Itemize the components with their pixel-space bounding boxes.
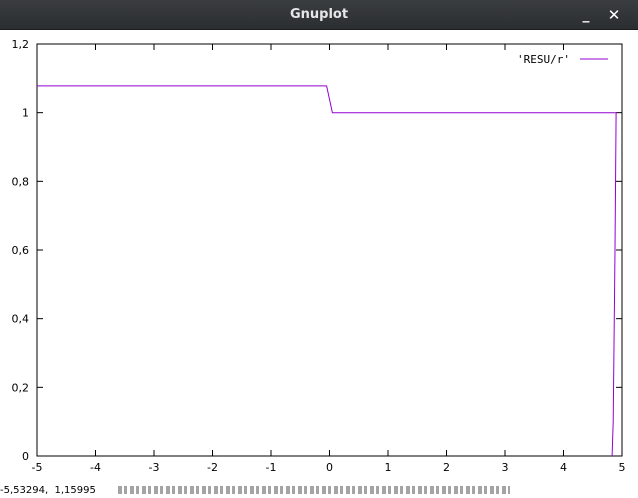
x-tick-label: 1	[385, 461, 392, 474]
x-tick-label: -4	[90, 461, 101, 474]
plot-frame	[36, 43, 623, 457]
x-tick-label: -3	[149, 461, 160, 474]
close-button[interactable]: ✕	[603, 4, 625, 26]
x-tick-label: 3	[502, 461, 509, 474]
window-title: Gnuplot	[289, 7, 349, 22]
y-tick-label: 0,4	[12, 313, 30, 326]
status-ghost-text	[118, 486, 510, 494]
minimize-button[interactable]: _	[575, 4, 597, 26]
plot-canvas[interactable]: -5 -4 -3 -2 -1 0 1 2 3 4 5 0 0,2 0,4 0,6 0,8 1 1,2 'RESU/r…	[0, 30, 638, 498]
series-line	[37, 85, 617, 457]
y-tick-label: 0	[22, 450, 29, 463]
y-tick-label: 1	[22, 107, 29, 120]
minimize-icon: _	[582, 7, 590, 23]
x-tick-label: 2	[443, 461, 450, 474]
y-tick-label: 0,2	[12, 381, 30, 394]
x-tick-label: 5	[619, 461, 626, 474]
x-tick-label: -2	[207, 461, 218, 474]
x-tick-label: 4	[560, 461, 567, 474]
y-tick-label: 1,2	[12, 38, 30, 51]
x-tick-label: 0	[326, 461, 333, 474]
y-tick-label: 0,8	[12, 175, 30, 188]
x-tick-label: -1	[266, 461, 277, 474]
title-bar[interactable]: Gnuplot _ ✕	[0, 0, 638, 30]
cursor-coordinates: -5,53294, 1,15995	[0, 486, 102, 497]
x-tick-label: -5	[32, 461, 43, 474]
legend-label: 'RESU/r'	[517, 53, 570, 66]
status-bar: -5,53294, 1,15995	[0, 486, 638, 498]
chart[interactable]: -5 -4 -3 -2 -1 0 1 2 3 4 5 0 0,2 0,4 0,6 0,8 1 1,2 'RESU/r…	[0, 30, 638, 498]
close-icon: ✕	[607, 6, 621, 24]
y-tick-label: 0,6	[12, 244, 30, 257]
